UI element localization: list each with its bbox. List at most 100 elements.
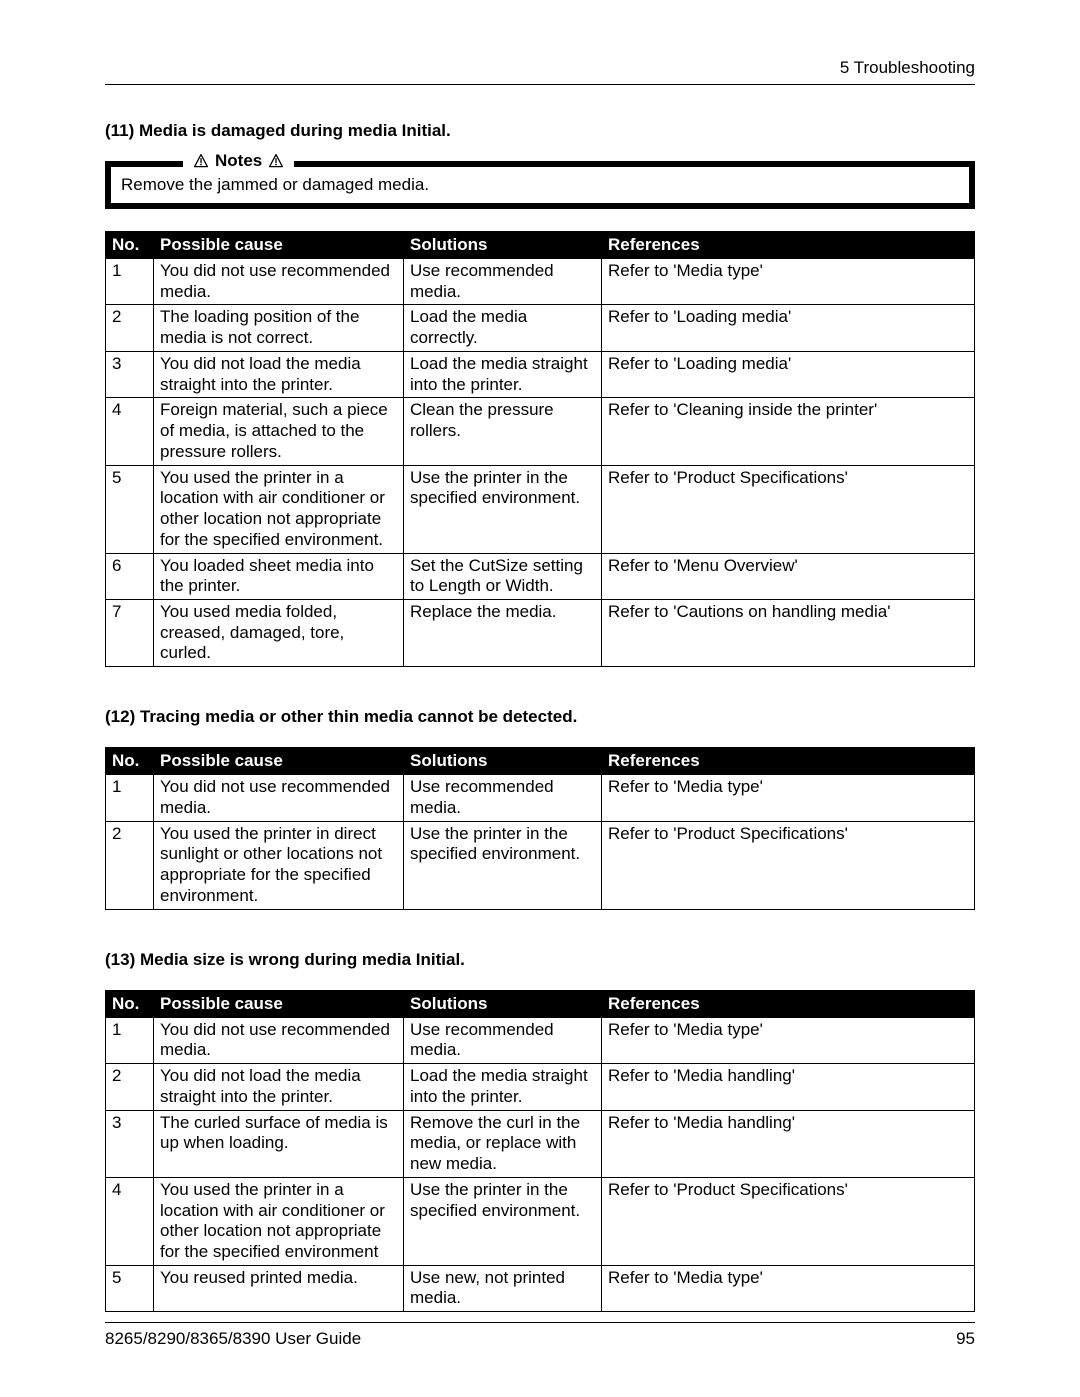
cell-ref: Refer to 'Product Specifications' (602, 1177, 975, 1265)
table-row: 1You did not use recommended media.Use r… (106, 1017, 975, 1063)
cell-ref: Refer to 'Media type' (602, 1265, 975, 1311)
cell-cause: You did not use recommended media. (154, 259, 404, 305)
table-row: 4Foreign material, such a piece of media… (106, 398, 975, 465)
table-row: 4You used the printer in a location with… (106, 1177, 975, 1265)
cell-sol: Use recommended media. (404, 775, 602, 821)
cell-no: 1 (106, 259, 154, 305)
table-row: 2You used the printer in direct sunlight… (106, 821, 975, 909)
cell-cause: The curled surface of media is up when l… (154, 1110, 404, 1177)
notes-label-wrap: Notes (183, 151, 294, 171)
cell-sol: Clean the pressure rollers. (404, 398, 602, 465)
cell-sol: Use recommended media. (404, 259, 602, 305)
cell-sol: Use the printer in the specified environ… (404, 465, 602, 553)
table-header-sol: Solutions (404, 748, 602, 775)
cell-sol: Load the media correctly. (404, 305, 602, 351)
cell-cause: You did not load the media straight into… (154, 1064, 404, 1110)
cell-cause: You used the printer in a location with … (154, 465, 404, 553)
table-row: 2The loading position of the media is no… (106, 305, 975, 351)
cell-ref: Refer to 'Loading media' (602, 305, 975, 351)
cell-cause: You reused printed media. (154, 1265, 404, 1311)
sections-container: (11) Media is damaged during media Initi… (105, 121, 975, 1312)
warning-icon (193, 153, 209, 169)
troubleshooting-table: No.Possible causeSolutionsReferences1You… (105, 990, 975, 1313)
cell-sol: Load the media straight into the printer… (404, 1064, 602, 1110)
cell-cause: You loaded sheet media into the printer. (154, 553, 404, 599)
table-header-cause: Possible cause (154, 748, 404, 775)
section-title: (12) Tracing media or other thin media c… (105, 707, 975, 727)
cell-no: 5 (106, 1265, 154, 1311)
cell-sol: Replace the media. (404, 600, 602, 667)
cell-cause: Foreign material, such a piece of media,… (154, 398, 404, 465)
table-header-no: No. (106, 990, 154, 1017)
table-header-no: No. (106, 232, 154, 259)
table-header-row: No.Possible causeSolutionsReferences (106, 232, 975, 259)
table-header-ref: References (602, 990, 975, 1017)
cell-cause: You used the printer in direct sunlight … (154, 821, 404, 909)
cell-ref: Refer to 'Media type' (602, 1017, 975, 1063)
cell-cause: The loading position of the media is not… (154, 305, 404, 351)
table-header-row: No.Possible causeSolutionsReferences (106, 748, 975, 775)
cell-ref: Refer to 'Cleaning inside the printer' (602, 398, 975, 465)
cell-sol: Use new, not printed media. (404, 1265, 602, 1311)
section-title: (11) Media is damaged during media Initi… (105, 121, 975, 141)
table-row: 1You did not use recommended media.Use r… (106, 259, 975, 305)
footer-page-number: 95 (956, 1329, 975, 1349)
cell-sol: Use the printer in the specified environ… (404, 821, 602, 909)
cell-no: 3 (106, 351, 154, 397)
cell-ref: Refer to 'Media handling' (602, 1110, 975, 1177)
cell-no: 2 (106, 821, 154, 909)
cell-ref: Refer to 'Loading media' (602, 351, 975, 397)
cell-cause: You used the printer in a location with … (154, 1177, 404, 1265)
table-row: 5You reused printed media.Use new, not p… (106, 1265, 975, 1311)
troubleshooting-table: No.Possible causeSolutionsReferences1You… (105, 747, 975, 909)
cell-ref: Refer to 'Product Specifications' (602, 821, 975, 909)
cell-ref: Refer to 'Media handling' (602, 1064, 975, 1110)
table-header-sol: Solutions (404, 232, 602, 259)
cell-ref: Refer to 'Product Specifications' (602, 465, 975, 553)
table-header-sol: Solutions (404, 990, 602, 1017)
cell-sol: Use recommended media. (404, 1017, 602, 1063)
table-header-cause: Possible cause (154, 232, 404, 259)
table-header-row: No.Possible causeSolutionsReferences (106, 990, 975, 1017)
table-row: 5You used the printer in a location with… (106, 465, 975, 553)
cell-cause: You did not use recommended media. (154, 775, 404, 821)
cell-ref: Refer to 'Menu Overview' (602, 553, 975, 599)
table-row: 1You did not use recommended media.Use r… (106, 775, 975, 821)
cell-no: 2 (106, 1064, 154, 1110)
page-footer: 8265/8290/8365/8390 User Guide 95 (105, 1322, 975, 1349)
footer-guide: 8265/8290/8365/8390 User Guide (105, 1329, 361, 1349)
cell-no: 1 (106, 1017, 154, 1063)
cell-cause: You did not use recommended media. (154, 1017, 404, 1063)
cell-no: 4 (106, 398, 154, 465)
cell-cause: You used media folded, creased, damaged,… (154, 600, 404, 667)
cell-no: 2 (106, 305, 154, 351)
cell-no: 7 (106, 600, 154, 667)
cell-sol: Set the CutSize setting to Length or Wid… (404, 553, 602, 599)
table-header-cause: Possible cause (154, 990, 404, 1017)
cell-no: 3 (106, 1110, 154, 1177)
cell-no: 4 (106, 1177, 154, 1265)
cell-ref: Refer to 'Cautions on handling media' (602, 600, 975, 667)
cell-cause: You did not load the media straight into… (154, 351, 404, 397)
cell-sol: Remove the curl in the media, or replace… (404, 1110, 602, 1177)
cell-no: 6 (106, 553, 154, 599)
cell-no: 5 (106, 465, 154, 553)
table-header-ref: References (602, 232, 975, 259)
table-row: 2You did not load the media straight int… (106, 1064, 975, 1110)
cell-sol: Load the media straight into the printer… (404, 351, 602, 397)
troubleshooting-table: No.Possible causeSolutionsReferences1You… (105, 231, 975, 667)
table-row: 7You used media folded, creased, damaged… (106, 600, 975, 667)
table-header-no: No. (106, 748, 154, 775)
page: 5 Troubleshooting (11) Media is damaged … (0, 0, 1080, 1312)
table-row: 3The curled surface of media is up when … (106, 1110, 975, 1177)
table-header-ref: References (602, 748, 975, 775)
table-row: 6You loaded sheet media into the printer… (106, 553, 975, 599)
notes-body: Remove the jammed or damaged media. (111, 167, 969, 203)
page-header: 5 Troubleshooting (105, 58, 975, 85)
cell-no: 1 (106, 775, 154, 821)
cell-sol: Use the printer in the specified environ… (404, 1177, 602, 1265)
chapter-label: 5 Troubleshooting (840, 58, 975, 77)
notes-box: Notes Remove the jammed or damaged media… (105, 161, 975, 209)
warning-icon (268, 153, 284, 169)
notes-label: Notes (215, 151, 262, 171)
